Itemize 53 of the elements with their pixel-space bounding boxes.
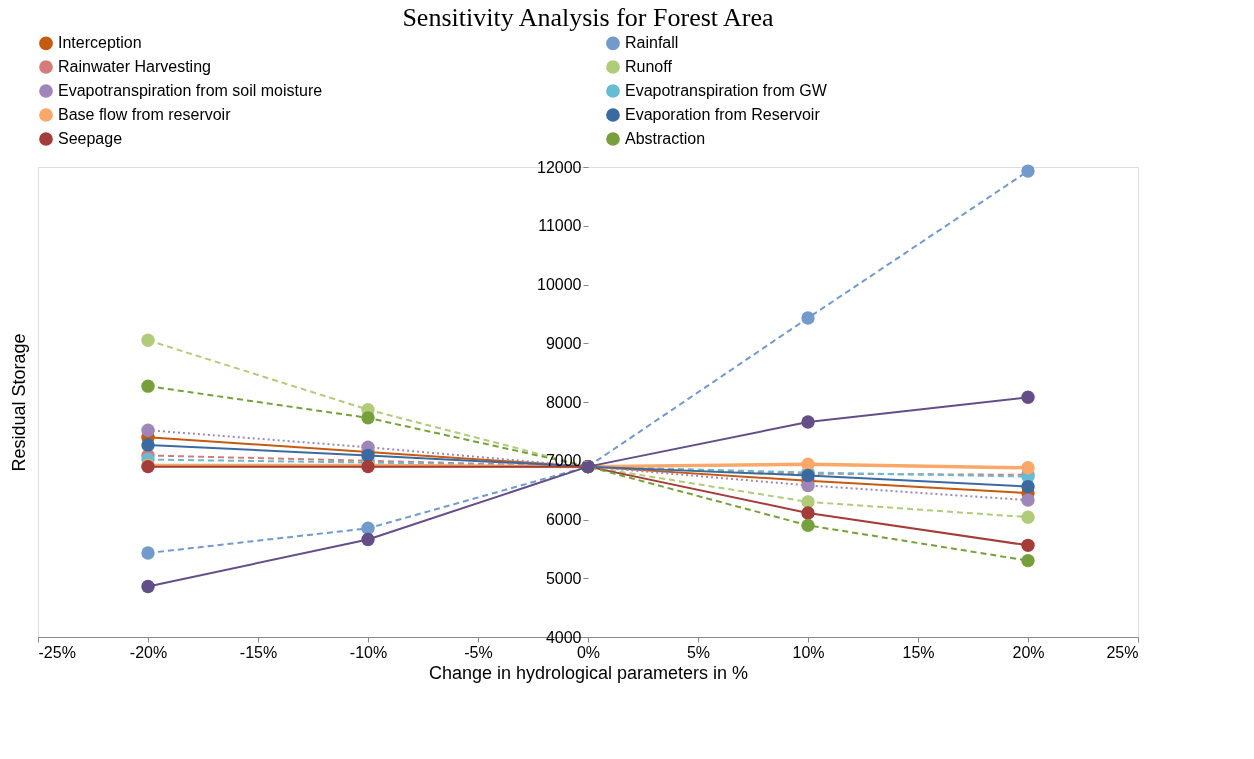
chart-title: Sensitivity Analysis for Forest Area xyxy=(402,3,775,32)
x-tick-label: 10% xyxy=(792,643,825,661)
y-tick-label: 5000 xyxy=(545,569,582,587)
y-tick-label: 6000 xyxy=(545,511,582,528)
point xyxy=(141,423,155,437)
point xyxy=(801,415,815,429)
x-tick-label: -20% xyxy=(129,643,168,661)
point xyxy=(1021,510,1035,524)
point xyxy=(1021,553,1035,568)
legend-label: Evaporation from Reservoir xyxy=(625,106,821,123)
point xyxy=(361,411,375,425)
x-tick-label: 5% xyxy=(686,643,711,661)
legend-label: Runoff xyxy=(625,58,673,75)
point xyxy=(141,438,155,452)
point xyxy=(141,379,155,393)
point xyxy=(801,495,815,509)
legend-label: Rainfall xyxy=(625,34,679,52)
point xyxy=(1021,538,1035,553)
x-axis-title: Change in hydrological parameters in % xyxy=(428,662,749,683)
x-tick-label: -25% xyxy=(38,643,76,661)
point xyxy=(361,532,375,547)
legend-label: Rainwater Harvesting xyxy=(58,58,211,75)
y-tick-label: 11000 xyxy=(538,217,582,235)
point xyxy=(801,506,815,520)
y-axis-title: Residual Storage xyxy=(8,333,29,472)
point xyxy=(141,333,155,348)
point xyxy=(801,311,815,325)
y-tick-label: 4000 xyxy=(545,628,582,646)
y-tick-label: 10000 xyxy=(537,276,582,293)
point xyxy=(1021,493,1035,507)
x-tick-label: -15% xyxy=(239,643,278,661)
point xyxy=(1021,390,1035,404)
x-tick-label: -10% xyxy=(349,643,388,661)
legend-label: Interception xyxy=(58,34,142,52)
point xyxy=(141,579,155,594)
x-tick-label: 15% xyxy=(902,643,935,661)
y-tick-label: 8000 xyxy=(545,393,582,411)
x-tick-label: 25% xyxy=(1106,643,1139,661)
x-tick-label: 20% xyxy=(1012,643,1045,661)
legend-label: Base flow from reservoir xyxy=(58,106,232,123)
y-tick-label: 12000 xyxy=(537,158,582,176)
legend-label: Evapotranspiration from GW xyxy=(625,82,828,99)
legend-label: Abstraction xyxy=(625,130,706,147)
x-tick-label: -5% xyxy=(464,643,493,661)
legend-label: Seepage xyxy=(58,130,123,147)
point xyxy=(1021,461,1035,475)
point xyxy=(1021,164,1035,178)
x-tick-label: 0% xyxy=(576,643,601,661)
point xyxy=(1021,479,1035,494)
legend-label: Evapotranspiration from soil moisture xyxy=(58,82,323,99)
point xyxy=(141,546,155,560)
y-tick-label: 9000 xyxy=(545,334,582,352)
point xyxy=(801,518,815,533)
